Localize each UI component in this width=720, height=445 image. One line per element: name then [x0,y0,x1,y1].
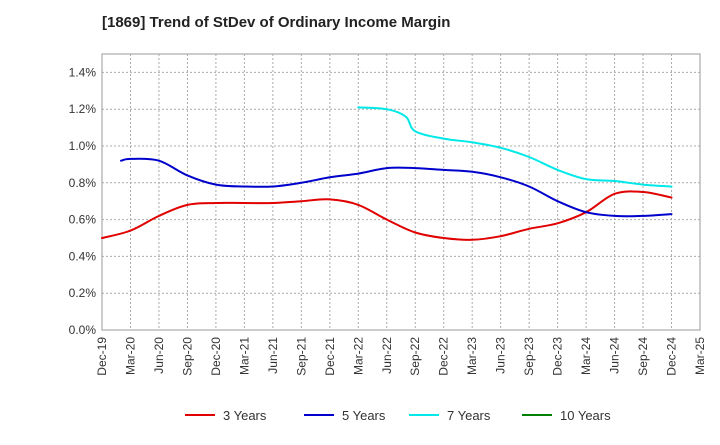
x-tick-label: Dec-19 [95,337,109,376]
y-tick-label: 1.4% [69,65,97,79]
grid-lines [101,53,701,331]
x-tick-label: Mar-20 [123,337,137,375]
y-tick-label: 0.4% [69,249,97,263]
series-lines [101,106,673,241]
x-tick-label: Dec-21 [323,337,337,376]
x-tick-label: Jun-24 [608,337,622,374]
x-tick-label: Sep-20 [180,337,194,376]
x-tick-label: Mar-25 [693,337,707,375]
x-tick-label: Sep-22 [408,337,422,376]
legend-label: 5 Years [342,408,386,423]
x-tick-label: Sep-21 [294,337,308,376]
x-tick-label: Mar-22 [351,337,365,375]
legend: 3 Years 5 Years 7 Years 10 Years [185,408,611,423]
plot-area [101,53,701,331]
x-tick-label: Dec-20 [209,337,223,376]
legend-label: 7 Years [447,408,491,423]
x-tick-label: Sep-24 [636,337,650,376]
chart-title: [1869] Trend of StDev of Ordinary Income… [102,14,451,31]
x-tick-label: Dec-22 [437,337,451,376]
x-tick-label: Dec-23 [551,337,565,376]
x-tick-label: Mar-23 [465,337,479,375]
x-tick-label: Jun-23 [494,337,508,374]
x-tick-label: Jun-20 [152,337,166,374]
x-tick-label: Jun-22 [380,337,394,374]
x-tick-label: Dec-24 [665,337,679,376]
axes: 0.0% 0.2% 0.4% 0.6% 0.8% 1.0% 1.2% 1.4% Dec-19 Ma… [69,65,707,375]
y-tick-label: 0.6% [69,213,97,227]
series-line-5-years [120,157,673,218]
legend-label: 10 Years [560,408,611,423]
y-tick-label: 1.2% [69,102,97,116]
x-tick-label: Mar-21 [237,337,251,375]
x-tick-label: Sep-23 [522,337,536,376]
x-tick-label: Jun-21 [266,337,280,374]
y-tick-label: 1.0% [69,139,97,153]
y-tick-label: 0.2% [69,286,97,300]
y-tick-label: 0.8% [69,176,97,190]
series-line-3-years [101,190,673,241]
y-tick-label: 0.0% [69,323,97,337]
x-tick-label: Mar-24 [579,337,593,375]
legend-label: 3 Years [223,408,267,423]
series-line-7-years [357,106,673,188]
